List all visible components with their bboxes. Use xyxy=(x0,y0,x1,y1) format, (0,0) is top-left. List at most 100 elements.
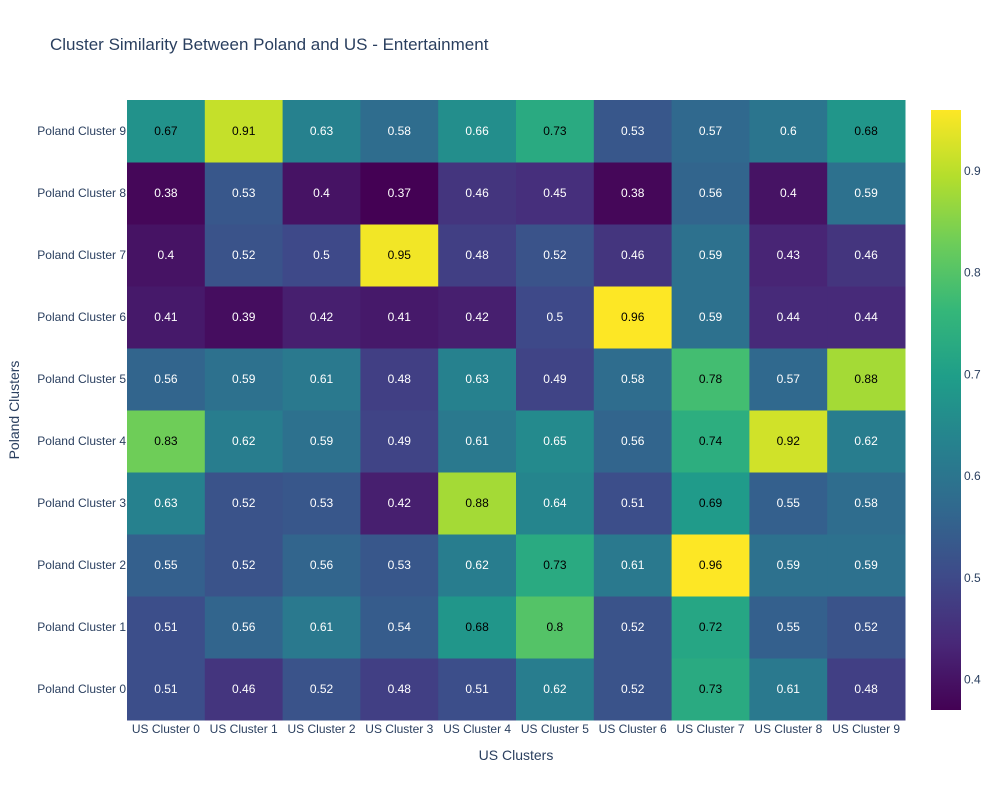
heatmap-cell-r3-c2 xyxy=(282,472,361,535)
heatmap-cell-r1-c8 xyxy=(749,596,828,659)
heatmap-cell-r8-c0 xyxy=(127,162,206,225)
cell-label-r9-c2: 0.63 xyxy=(310,124,334,138)
cell-label-r4-c7: 0.74 xyxy=(699,434,723,448)
cell-label-r4-c5: 0.65 xyxy=(543,434,567,448)
cell-label-r0-c3: 0.48 xyxy=(388,682,412,696)
x-axis-title: US Clusters xyxy=(479,747,554,763)
cell-label-r3-c0: 0.63 xyxy=(154,496,178,510)
heatmap-cell-r7-c1 xyxy=(204,224,284,287)
heatmap-cell-r7-c4 xyxy=(438,224,517,287)
cell-label-r9-c3: 0.58 xyxy=(388,124,412,138)
y-tick-label-3: Poland Cluster 3 xyxy=(37,496,126,510)
heatmap-cell-r0-c3 xyxy=(360,658,439,721)
y-tick-label-5: Poland Cluster 5 xyxy=(37,372,126,386)
heatmap-cell-r9-c5 xyxy=(516,100,595,163)
cell-label-r5-c2: 0.61 xyxy=(310,372,334,386)
heatmap-cell-r9-c7 xyxy=(671,100,750,163)
cell-label-r7-c5: 0.52 xyxy=(543,248,567,262)
y-tick-label-2: Poland Cluster 2 xyxy=(37,558,126,572)
x-tick-label-0: US Cluster 0 xyxy=(132,722,200,736)
cell-label-r7-c8: 0.43 xyxy=(777,248,801,262)
heatmap-cell-r6-c6 xyxy=(593,286,673,349)
heatmap-cell-r8-c4 xyxy=(438,162,517,225)
cell-label-r7-c7: 0.59 xyxy=(699,248,723,262)
cell-label-r3-c3: 0.42 xyxy=(388,496,412,510)
y-tick-label-4: Poland Cluster 4 xyxy=(37,434,126,448)
cell-label-r4-c2: 0.59 xyxy=(310,434,334,448)
heatmap-cell-r3-c4 xyxy=(438,472,517,535)
heatmap-cell-r3-c5 xyxy=(516,472,595,535)
heatmap-cell-r3-c8 xyxy=(749,472,828,535)
colorbar-tick-label-0: 0.4 xyxy=(964,672,981,686)
cell-label-r1-c3: 0.54 xyxy=(388,620,412,634)
heatmap-cell-r4-c1 xyxy=(204,410,284,473)
heatmap-cell-r5-c3 xyxy=(360,348,439,411)
y-tick-label-9: Poland Cluster 9 xyxy=(37,124,126,138)
cell-label-r5-c0: 0.56 xyxy=(154,372,178,386)
colorbar-tick-label-2: 0.6 xyxy=(964,469,981,483)
heatmap-cell-r9-c1 xyxy=(204,100,284,163)
cell-label-r4-c8: 0.92 xyxy=(777,434,801,448)
cell-label-r6-c8: 0.44 xyxy=(777,310,801,324)
heatmap-cell-r4-c6 xyxy=(593,410,673,473)
heatmap-cell-r1-c2 xyxy=(282,596,361,659)
heatmap-cell-r7-c7 xyxy=(671,224,750,287)
heatmap-cell-r1-c5 xyxy=(516,596,595,659)
cell-label-r0-c4: 0.51 xyxy=(465,682,489,696)
heatmap-cells xyxy=(127,100,906,721)
heatmap-cell-r4-c3 xyxy=(360,410,439,473)
heatmap-cell-r4-c7 xyxy=(671,410,750,473)
cell-label-r8-c7: 0.56 xyxy=(699,186,723,200)
cell-label-r4-c4: 0.61 xyxy=(465,434,489,448)
heatmap-cell-r4-c9 xyxy=(827,410,906,473)
x-tick-label-4: US Cluster 4 xyxy=(443,722,511,736)
heatmap-cell-r5-c6 xyxy=(593,348,673,411)
y-tick-label-0: Poland Cluster 0 xyxy=(37,682,126,696)
cell-label-r8-c1: 0.53 xyxy=(232,186,256,200)
colorbar-tick-label-3: 0.7 xyxy=(964,367,981,381)
cell-label-r6-c6: 0.96 xyxy=(621,310,645,324)
y-tick-label-6: Poland Cluster 6 xyxy=(37,310,126,324)
cell-label-r1-c7: 0.72 xyxy=(699,620,723,634)
heatmap-cell-r9-c0 xyxy=(127,100,206,163)
cell-label-r5-c9: 0.88 xyxy=(854,372,878,386)
cell-label-r3-c7: 0.69 xyxy=(699,496,723,510)
cell-label-r7-c6: 0.46 xyxy=(621,248,645,262)
cell-label-r7-c3: 0.95 xyxy=(388,248,412,262)
cell-label-r6-c9: 0.44 xyxy=(854,310,878,324)
heatmap-cell-r9-c9 xyxy=(827,100,906,163)
cell-label-r3-c5: 0.64 xyxy=(543,496,567,510)
cell-label-r3-c8: 0.55 xyxy=(777,496,801,510)
cell-label-r3-c4: 0.88 xyxy=(465,496,489,510)
cell-label-r0-c6: 0.52 xyxy=(621,682,645,696)
cell-label-r2-c0: 0.55 xyxy=(154,558,178,572)
heatmap-cell-r6-c9 xyxy=(827,286,906,349)
cell-label-r1-c1: 0.56 xyxy=(232,620,256,634)
x-tick-label-2: US Cluster 2 xyxy=(287,722,355,736)
cell-label-r4-c0: 0.83 xyxy=(154,434,178,448)
x-tick-label-5: US Cluster 5 xyxy=(521,722,589,736)
cell-label-r0-c9: 0.48 xyxy=(854,682,878,696)
colorbar-tick-label-5: 0.9 xyxy=(964,164,981,178)
heatmap-cell-r0-c7 xyxy=(671,658,750,721)
cell-label-r7-c1: 0.52 xyxy=(232,248,256,262)
heatmap-cell-r8-c9 xyxy=(827,162,906,225)
heatmap-cell-r1-c4 xyxy=(438,596,517,659)
cell-label-r9-c5: 0.73 xyxy=(543,124,567,138)
heatmap-cell-r6-c0 xyxy=(127,286,206,349)
heatmap-cell-r7-c6 xyxy=(593,224,673,287)
cell-label-r5-c3: 0.48 xyxy=(388,372,412,386)
y-axis-ticks: Poland Cluster 0 Poland Cluster 1 Poland C… xyxy=(37,124,126,696)
heatmap-cell-r9-c8 xyxy=(749,100,828,163)
y-axis-title: Poland Clusters xyxy=(6,361,22,460)
cell-label-r9-c1: 0.91 xyxy=(232,124,256,138)
cell-label-r2-c9: 0.59 xyxy=(854,558,878,572)
colorbar-tick-label-1: 0.5 xyxy=(964,571,981,585)
heatmap-cell-r2-c5 xyxy=(516,534,595,597)
heatmap-cell-r1-c0 xyxy=(127,596,206,659)
heatmap-cell-r5-c2 xyxy=(282,348,361,411)
x-axis-ticks: US Cluster 0 US Cluster 1 US Cluster 2 US C… xyxy=(132,722,901,736)
cell-label-r8-c5: 0.45 xyxy=(543,186,567,200)
